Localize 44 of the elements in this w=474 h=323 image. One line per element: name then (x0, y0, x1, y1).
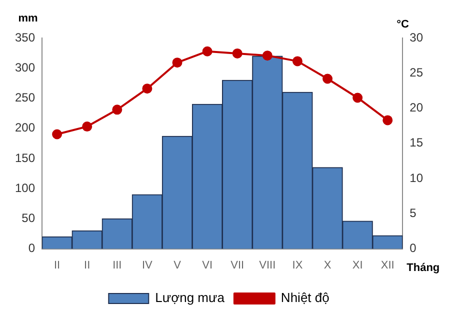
y2-tick-label: 25 (410, 65, 424, 80)
x-axis-title: Tháng (406, 262, 440, 274)
y-tick-label: 100 (14, 180, 36, 195)
y2-tick-label: 30 (410, 30, 424, 44)
legend-label: Lượng mưa (155, 290, 226, 306)
y-tick-label: 150 (14, 150, 36, 165)
point (262, 50, 272, 61)
x-tick-label: VI (202, 259, 213, 272)
y2-tick-label: 20 (410, 100, 424, 115)
point (322, 74, 333, 84)
x-tick-label: II (54, 259, 60, 272)
y-tick-label: 50 (22, 211, 36, 225)
y2-tick-label: 10 (410, 170, 424, 185)
point (142, 84, 152, 94)
y-tick-label: 300 (14, 60, 36, 74)
y-axis-title: mm (18, 12, 38, 25)
point (112, 104, 122, 115)
point (232, 48, 242, 58)
y-tick-label: 350 (14, 30, 36, 44)
y2-tick-label: 0 (410, 241, 417, 256)
x-tick-label: V (174, 259, 182, 272)
x-tick-label: III (112, 259, 122, 272)
y-tick-label: 0 (28, 241, 36, 256)
legend-label: Nhiệt độ (280, 290, 330, 306)
point (352, 92, 363, 103)
point (52, 129, 62, 140)
x-tick-label: VIII (259, 259, 276, 272)
x-tick-label: XII (380, 259, 394, 272)
point (82, 122, 92, 132)
x-tick-label: X (324, 259, 332, 272)
point (382, 115, 393, 126)
x-tick-label: VII (230, 259, 244, 272)
y2-tick-label: 5 (410, 206, 417, 220)
point (172, 58, 182, 68)
y2-axis-title: °C (396, 18, 410, 31)
y-tick-label: 200 (14, 120, 36, 135)
y2-tick-label: 15 (410, 136, 424, 150)
x-tick-label: II (84, 259, 90, 272)
point (292, 56, 302, 66)
x-tick-label: IX (292, 259, 304, 272)
x-tick-label: IV (142, 259, 154, 272)
point (202, 46, 212, 56)
x-tick-label: XI (352, 259, 363, 272)
y-tick-label: 250 (14, 90, 36, 105)
